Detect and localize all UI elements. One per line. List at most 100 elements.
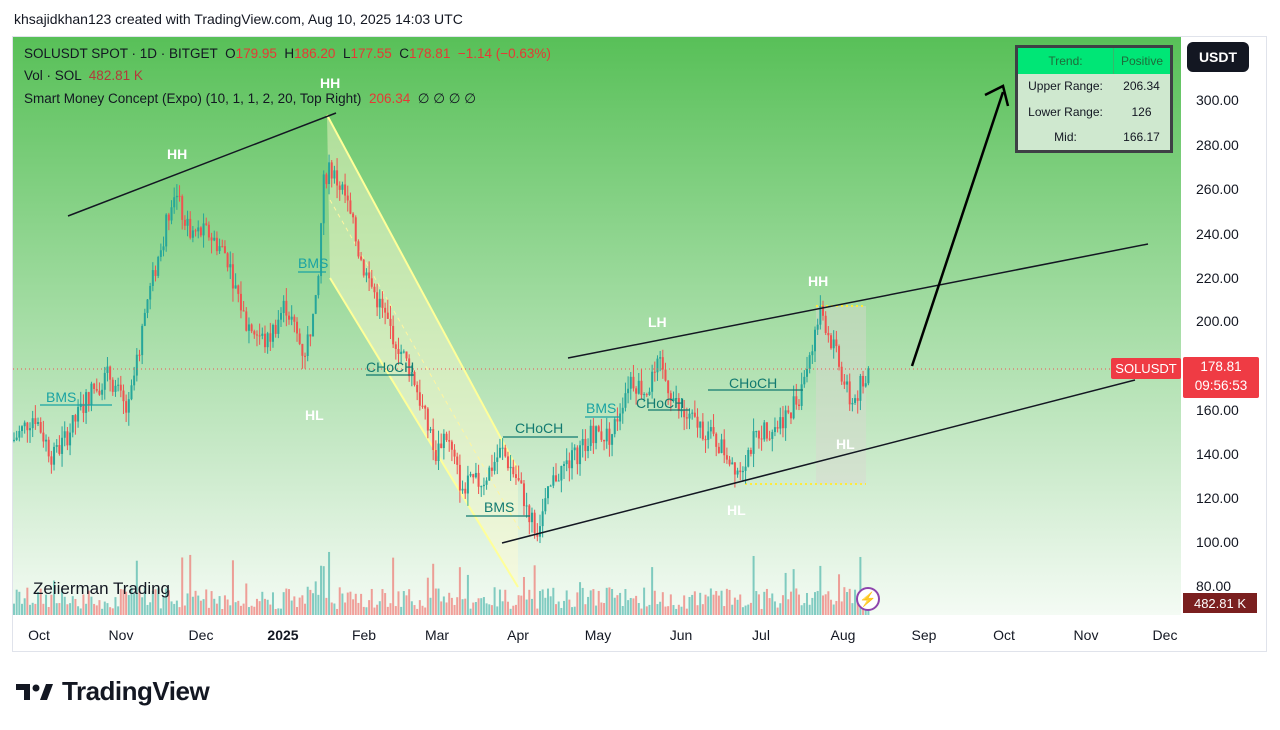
lightning-icon[interactable]: ⚡	[856, 587, 880, 611]
volume-bar	[218, 596, 221, 615]
volume-bar	[199, 600, 202, 615]
candle-body	[800, 384, 803, 406]
volume-bar	[501, 601, 504, 615]
candle-body	[784, 410, 787, 429]
volume-bar	[547, 588, 549, 615]
legend-indicator-name: Smart Money Concept (Expo) (10, 1, 1, 2,…	[24, 91, 362, 106]
candle-body	[426, 408, 429, 431]
y-tick-label: 200.00	[1196, 313, 1239, 329]
volume-bar	[373, 607, 376, 615]
candle-body	[13, 439, 15, 441]
volume-bar	[231, 560, 234, 615]
candle-body	[651, 371, 654, 392]
candle-body	[357, 241, 360, 257]
candle-body	[346, 195, 349, 201]
volume-bar	[731, 604, 734, 615]
candle-body	[231, 264, 234, 289]
candle-body	[429, 429, 432, 431]
candle-body	[456, 456, 459, 465]
candle-body	[194, 230, 197, 232]
volume-bar	[458, 567, 461, 615]
candle-body	[34, 418, 37, 425]
volume-bar	[768, 598, 771, 615]
volume-bar	[752, 555, 755, 615]
candle-body	[685, 417, 688, 419]
candle-body	[437, 443, 440, 462]
volume-bar	[167, 590, 170, 615]
volume-bar	[405, 595, 408, 615]
candle-body	[645, 394, 648, 396]
candle-body	[621, 407, 624, 414]
candle-body	[61, 437, 64, 454]
volume-bar	[699, 592, 702, 615]
volume-bar	[85, 603, 88, 615]
volume-bar	[309, 589, 312, 615]
candle-body	[151, 270, 154, 286]
volume-bar	[223, 595, 226, 615]
volume-bar	[181, 557, 184, 615]
label-hh-right: HH	[808, 273, 829, 289]
candle-body	[547, 486, 549, 499]
candle-body	[280, 312, 282, 320]
brand-footer[interactable]: TradingView	[14, 676, 210, 707]
volume-bar	[859, 556, 862, 615]
author-watermark: Zeiierman Trading	[33, 579, 171, 598]
legend-volume[interactable]: Vol · SOL 482.81 K	[24, 68, 143, 83]
volume-bar	[664, 606, 667, 615]
candle-body	[253, 331, 256, 335]
volume-bar	[133, 592, 136, 615]
candle-body	[461, 488, 464, 491]
volume-bar	[472, 602, 475, 615]
chart-frame[interactable]	[12, 36, 1267, 652]
volume-bar	[648, 604, 651, 615]
volume-bar	[490, 605, 493, 615]
volume-bar	[237, 600, 240, 615]
candle-body	[199, 227, 202, 236]
candle-body	[328, 162, 331, 185]
candle-body	[560, 465, 563, 481]
volume-bar	[675, 608, 678, 615]
candle-body	[18, 431, 21, 438]
candle-body	[416, 384, 419, 393]
volume-bar	[792, 569, 795, 615]
volume-bar	[426, 577, 429, 615]
volume-bar	[338, 587, 341, 615]
volume-bar	[747, 604, 750, 615]
volume-bar	[627, 600, 630, 615]
volume-bar	[258, 601, 261, 615]
label-lh: LH	[648, 314, 667, 330]
volume-bar	[298, 597, 301, 615]
volume-bar	[616, 595, 619, 615]
legend-symbol[interactable]: SOLUSDT SPOT · 1D · BITGET	[24, 46, 218, 61]
candle-body	[653, 371, 656, 373]
candle-body	[811, 351, 814, 356]
candle-body	[440, 443, 443, 449]
volume-bar	[330, 602, 333, 615]
volume-bar	[640, 608, 643, 615]
volume-bar	[173, 603, 176, 615]
volume-bar	[715, 591, 718, 615]
candle-body	[472, 474, 475, 478]
candle-body	[162, 246, 165, 251]
volume-bar	[824, 594, 827, 615]
volume-bar	[717, 595, 720, 615]
volume-bar	[360, 593, 363, 615]
label-hl-left: HL	[305, 407, 324, 423]
volume-bar	[504, 589, 507, 615]
legend-indicator[interactable]: Smart Money Concept (Expo) (10, 1, 1, 2,…	[24, 91, 476, 107]
candle-body	[608, 428, 611, 445]
candle-body	[838, 346, 841, 367]
candle-body	[616, 419, 619, 422]
currency-button[interactable]: USDT	[1187, 42, 1249, 72]
volume-bar	[98, 600, 101, 615]
volume-bar	[378, 601, 381, 615]
volume-bar	[811, 597, 814, 615]
candle-body	[165, 214, 168, 247]
volume-bar	[851, 603, 854, 615]
candle-body	[637, 380, 640, 394]
candle-body	[85, 392, 88, 413]
candle-body	[63, 431, 66, 438]
candle-body	[656, 358, 659, 373]
volume-bar	[619, 592, 622, 615]
